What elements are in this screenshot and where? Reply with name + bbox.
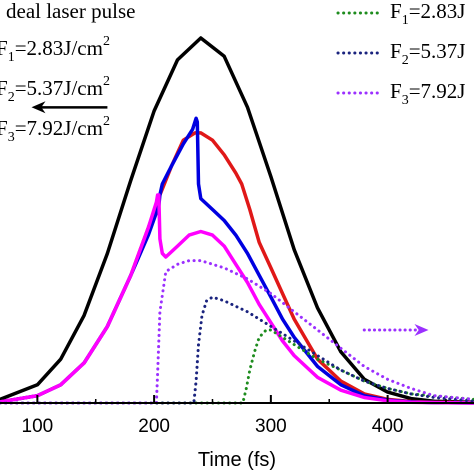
- x-tick-label: 300: [255, 416, 287, 437]
- x-tick-label: 100: [22, 416, 54, 437]
- x-tick-label: 400: [372, 416, 404, 437]
- left-legend-entry: F1=2.83J/cm2: [0, 34, 110, 65]
- arrow-head: [31, 101, 46, 114]
- legend-label: F1=2.83J: [390, 0, 465, 28]
- right-legend-entry: F2=5.37J: [336, 39, 465, 68]
- series-line-1: [0, 36, 474, 405]
- right-legend-entry: F1=2.83J: [336, 0, 465, 28]
- right-legend-entry: F3=7.92J: [336, 79, 465, 108]
- x-axis: 100 200 300 400: [0, 395, 474, 437]
- left-legend: deal laser pulse F1=2.83J/cm2 F2=5.37J/cm2…: [0, 0, 135, 145]
- arrow-left: [31, 101, 108, 114]
- legend-label: F2=5.37J: [390, 39, 465, 68]
- left-legend-entry: F3=7.92J/cm2: [0, 114, 110, 145]
- legend-label: F3=7.92J: [390, 79, 465, 108]
- x-tick-label: 200: [138, 416, 170, 437]
- arrow-head: [414, 324, 429, 336]
- arrow-layer: [31, 101, 429, 336]
- legend-title: deal laser pulse: [6, 0, 135, 23]
- left-legend-entry: F2=5.37J/cm2: [0, 74, 110, 105]
- series-line-7: [0, 259, 474, 405]
- right-legend: F1=2.83J F2=5.37J F3=7.92J: [336, 0, 465, 108]
- series-line-4: [0, 193, 474, 405]
- x-axis-label: Time (fs): [198, 449, 276, 471]
- series-layer: [0, 36, 474, 405]
- series-line-6: [0, 295, 474, 405]
- arrow-right: [362, 324, 429, 336]
